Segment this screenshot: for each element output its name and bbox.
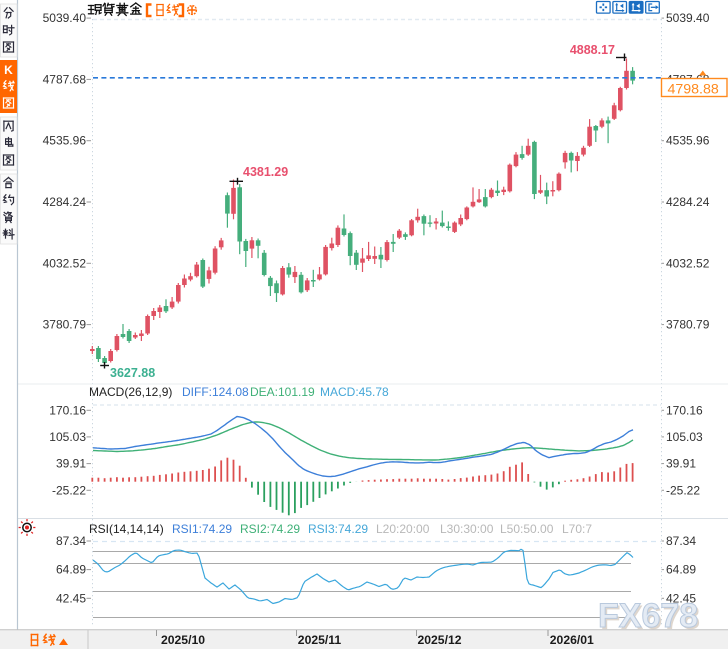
svg-text:L20:20:00: L20:20:00: [376, 522, 430, 536]
svg-text:39.91: 39.91: [56, 457, 86, 471]
svg-text:4284.24: 4284.24: [43, 195, 87, 209]
svg-text:4032.52: 4032.52: [666, 256, 710, 270]
svg-text:4032.52: 4032.52: [43, 256, 87, 270]
svg-text:5039.40: 5039.40: [666, 11, 710, 25]
svg-text:L30:30:00: L30:30:00: [440, 522, 494, 536]
svg-text:3780.79: 3780.79: [666, 318, 710, 332]
svg-text:2025/11: 2025/11: [298, 633, 342, 647]
svg-text:L50:50.00: L50:50.00: [500, 522, 554, 536]
svg-text:L70:7: L70:7: [562, 522, 592, 536]
svg-text:2025/10: 2025/10: [161, 633, 205, 647]
svg-text:4787.68: 4787.68: [43, 72, 87, 86]
svg-text:MACD:45.78: MACD:45.78: [320, 385, 389, 399]
svg-text:4798.88: 4798.88: [668, 82, 719, 98]
svg-text:RSI3:74.29: RSI3:74.29: [308, 522, 368, 536]
svg-text:MACD(26,12,9): MACD(26,12,9): [89, 385, 172, 399]
svg-text:RSI2:74.29: RSI2:74.29: [240, 522, 300, 536]
svg-text:3780.79: 3780.79: [43, 318, 87, 332]
svg-text:105.03: 105.03: [49, 430, 86, 444]
svg-text:170.16: 170.16: [49, 403, 86, 417]
svg-text:4381.29: 4381.29: [243, 165, 288, 179]
svg-text:RSI1:74.29: RSI1:74.29: [172, 522, 232, 536]
svg-text:4284.24: 4284.24: [666, 195, 710, 209]
svg-text:2026/01: 2026/01: [550, 633, 594, 647]
svg-text:3627.88: 3627.88: [110, 366, 155, 380]
svg-text:RSI(14,14,14): RSI(14,14,14): [89, 522, 164, 536]
svg-text:DIFF:124.08: DIFF:124.08: [182, 385, 249, 399]
svg-text:K: K: [4, 63, 13, 77]
svg-text:64.89: 64.89: [56, 563, 86, 577]
svg-text:170.16: 170.16: [666, 403, 703, 417]
svg-text:4535.96: 4535.96: [43, 134, 87, 148]
svg-text:4535.96: 4535.96: [666, 134, 710, 148]
svg-text:87.34: 87.34: [56, 534, 86, 548]
svg-text:DEA:101.19: DEA:101.19: [250, 385, 315, 399]
svg-text:42.45: 42.45: [56, 591, 86, 605]
svg-text:105.03: 105.03: [666, 430, 703, 444]
svg-text:87.34: 87.34: [666, 534, 696, 548]
svg-text:2025/12: 2025/12: [417, 633, 461, 647]
svg-text:4888.17: 4888.17: [570, 43, 615, 57]
svg-text:FX678: FX678: [598, 597, 698, 635]
svg-text:-25.22: -25.22: [52, 483, 86, 497]
svg-text:39.91: 39.91: [666, 457, 696, 471]
svg-text:-25.22: -25.22: [666, 483, 700, 497]
svg-text:5039.40: 5039.40: [43, 11, 87, 25]
svg-text:42.45: 42.45: [666, 591, 696, 605]
svg-text:64.89: 64.89: [666, 563, 696, 577]
